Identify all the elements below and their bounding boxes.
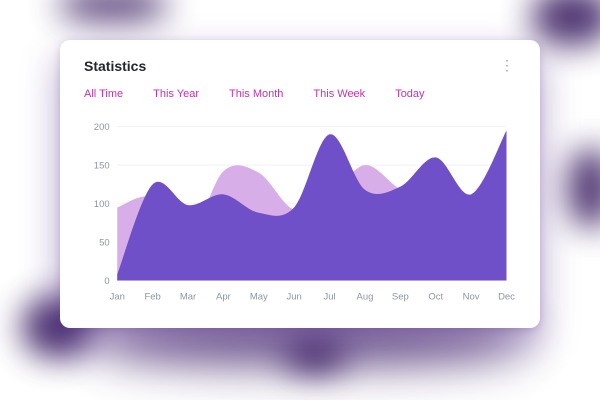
x-tick-label: Jan	[110, 291, 125, 302]
decor-blob-right-mid	[568, 148, 600, 228]
area-chart-svg: 0 50 100 150 200 Jan Feb Mar Apr May Jun Jul Aug Sep O…	[94, 122, 515, 302]
decor-blob-top-left	[58, 0, 168, 20]
x-tick-label: Jul	[323, 291, 335, 302]
x-tick-label: Jun	[287, 291, 302, 302]
x-tick-label: Apr	[216, 291, 231, 302]
x-tick-label: Dec	[498, 291, 515, 302]
x-tick-label: Nov	[463, 291, 480, 302]
area-chart: 0 50 100 150 200 Jan Feb Mar Apr May Jun Jul Aug Sep O…	[84, 114, 516, 314]
y-tick-label: 0	[104, 276, 109, 287]
tab-today[interactable]: Today	[395, 88, 425, 100]
y-tick-label: 200	[94, 122, 110, 133]
x-tick-label: Oct	[428, 291, 443, 302]
tab-all-time[interactable]: All Time	[84, 88, 124, 100]
kebab-menu-icon[interactable]: ⋮	[500, 57, 514, 73]
tab-this-year[interactable]: This Year	[153, 88, 199, 100]
y-tick-label: 150	[94, 160, 110, 171]
x-tick-label: Feb	[144, 291, 160, 302]
time-range-tabs: All Time This Year This Month This Week …	[84, 88, 516, 100]
x-tick-label: May	[250, 291, 268, 302]
y-tick-label: 100	[94, 199, 110, 210]
statistics-card: Statistics ⋮ All Time This Year This Mon…	[60, 40, 540, 328]
y-tick-label: 50	[99, 237, 110, 248]
area-series-primary	[117, 130, 507, 281]
x-tick-label: Sep	[392, 291, 409, 302]
decor-blob-top-right	[532, 0, 600, 46]
card-header: Statistics ⋮	[84, 58, 516, 74]
tab-this-week[interactable]: This Week	[313, 88, 366, 100]
page-title: Statistics	[84, 58, 147, 74]
x-tick-label: Mar	[180, 291, 196, 302]
tab-this-month[interactable]: This Month	[229, 88, 284, 100]
x-tick-label: Aug	[357, 291, 374, 302]
decor-blob-bottom-dot	[285, 342, 345, 372]
